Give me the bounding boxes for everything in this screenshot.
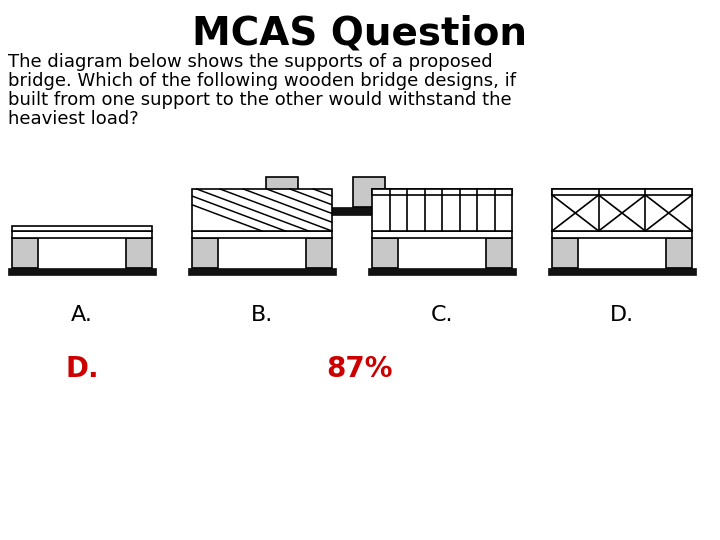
Text: B.: B. <box>251 305 273 325</box>
Text: The diagram below shows the supports of a proposed: The diagram below shows the supports of … <box>8 53 492 71</box>
Text: heaviest load?: heaviest load? <box>8 110 139 128</box>
Bar <box>12 231 152 238</box>
Text: built from one support to the other would withstand the: built from one support to the other woul… <box>8 91 512 109</box>
Bar <box>372 189 512 231</box>
Bar <box>372 238 398 268</box>
Bar <box>12 238 38 268</box>
Bar <box>228 207 423 215</box>
Bar <box>372 231 512 238</box>
Bar <box>372 189 512 195</box>
Bar <box>12 226 152 231</box>
Bar <box>368 268 516 275</box>
Bar <box>486 238 512 268</box>
Text: D.: D. <box>66 355 99 383</box>
Text: bridge. Which of the following wooden bridge designs, if: bridge. Which of the following wooden br… <box>8 72 516 90</box>
Bar <box>306 238 332 268</box>
Bar <box>552 189 692 231</box>
Text: 87%: 87% <box>327 355 393 383</box>
Bar <box>666 238 692 268</box>
Bar <box>192 231 332 238</box>
Bar <box>126 238 152 268</box>
Bar <box>192 189 332 231</box>
Text: C.: C. <box>431 305 454 325</box>
Bar <box>548 268 696 275</box>
Text: MCAS Question: MCAS Question <box>192 15 528 53</box>
Bar <box>552 231 692 238</box>
Text: A.: A. <box>71 305 93 325</box>
Bar <box>192 238 218 268</box>
Bar <box>188 268 336 275</box>
Text: D.: D. <box>610 305 634 325</box>
Bar <box>353 177 385 207</box>
Bar <box>552 238 578 268</box>
Bar <box>8 268 156 275</box>
Bar <box>266 177 298 207</box>
Bar <box>552 189 692 195</box>
